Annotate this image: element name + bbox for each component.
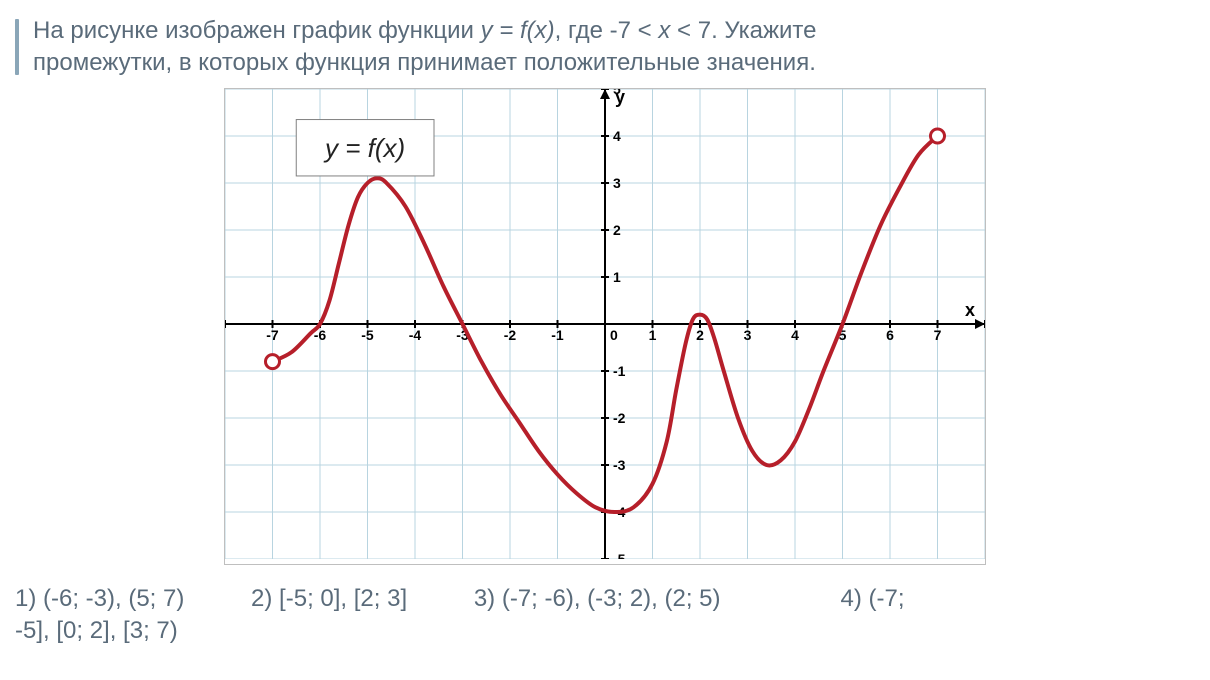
gap: [721, 585, 841, 612]
option-4a[interactable]: 4) (-7;: [841, 585, 905, 612]
svg-text:3: 3: [744, 327, 752, 343]
svg-text:-1: -1: [551, 327, 564, 343]
question-pre: На рисунке изображен график функции: [33, 17, 481, 44]
svg-text:y: y: [615, 89, 625, 107]
svg-text:-3: -3: [613, 457, 626, 473]
question-fn: y = f(x): [481, 17, 555, 44]
chart-container: -7-6-5-4-3-2-101234567-5-4-3-2-112345xyy…: [224, 88, 986, 565]
svg-text:y = f(x): y = f(x): [323, 133, 405, 163]
svg-text:2: 2: [696, 327, 704, 343]
accent-bar: [15, 19, 19, 75]
question-mid: , где -7 <: [555, 17, 659, 44]
question-text: На рисунке изображен график функции y = …: [33, 15, 1195, 80]
svg-text:-2: -2: [613, 410, 626, 426]
answer-options: 1) (-6; -3), (5; 7) 2) [-5; 0], [2; 3] 3…: [15, 583, 1195, 648]
svg-text:-5: -5: [361, 327, 374, 343]
question-xvar: x: [658, 17, 670, 44]
svg-text:1: 1: [649, 327, 657, 343]
svg-text:x: x: [965, 300, 975, 320]
svg-text:4: 4: [791, 327, 799, 343]
svg-text:3: 3: [613, 175, 621, 191]
function-chart: -7-6-5-4-3-2-101234567-5-4-3-2-112345xyy…: [225, 89, 985, 559]
option-2[interactable]: 2) [-5; 0], [2; 3]: [251, 585, 407, 612]
svg-text:-2: -2: [504, 327, 517, 343]
svg-text:-1: -1: [613, 363, 626, 379]
svg-text:-5: -5: [613, 551, 626, 559]
svg-text:-4: -4: [409, 327, 422, 343]
svg-text:1: 1: [613, 269, 621, 285]
svg-text:4: 4: [613, 128, 621, 144]
question-line2: промежутки, в которых функция принимает …: [33, 49, 816, 76]
question-post1: < 7. Укажите: [670, 17, 816, 44]
svg-text:7: 7: [934, 327, 942, 343]
svg-text:6: 6: [886, 327, 894, 343]
option-4b[interactable]: -5], [0; 2], [3; 7): [15, 617, 178, 644]
svg-text:0: 0: [610, 327, 618, 343]
option-1[interactable]: 1) (-6; -3), (5; 7): [15, 585, 184, 612]
svg-text:2: 2: [613, 222, 621, 238]
gap: [407, 585, 474, 612]
gap: [184, 585, 251, 612]
option-3[interactable]: 3) (-7; -6), (-3; 2), (2; 5): [474, 585, 721, 612]
svg-text:-7: -7: [266, 327, 279, 343]
